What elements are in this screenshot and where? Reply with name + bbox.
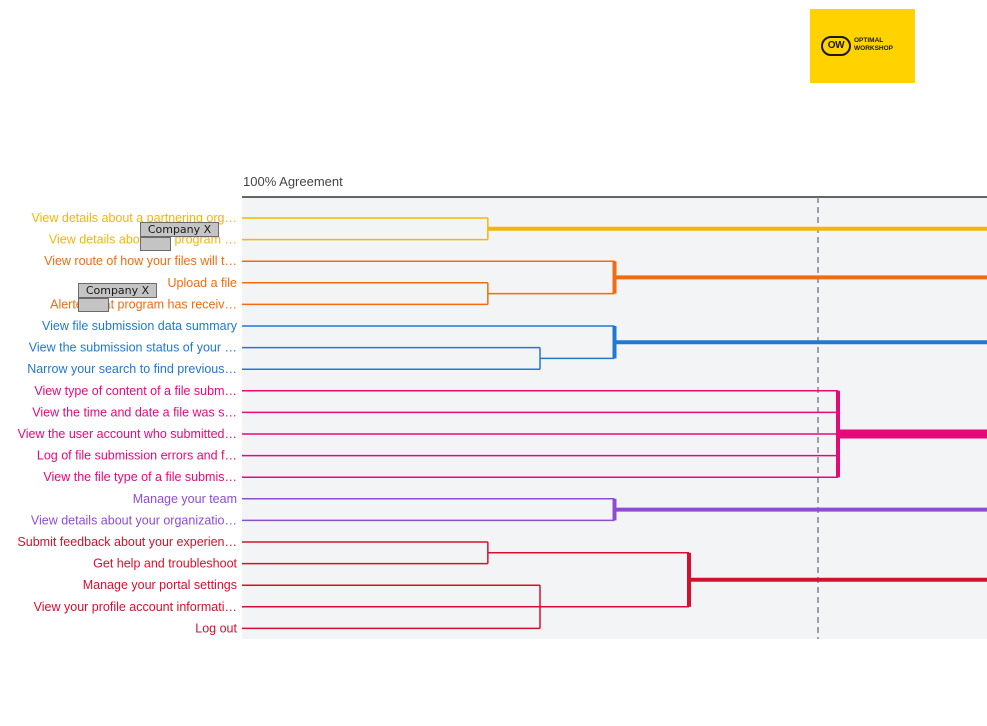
card-label: View the user account who submitted… <box>18 427 237 441</box>
card-label: View details about a partnering org… <box>32 211 237 225</box>
card-label: View the time and date a file was s… <box>32 405 237 419</box>
card-label: View the submission status of your … <box>29 341 237 355</box>
card-label: View details about your organizatio… <box>31 513 237 527</box>
optimal-workshop-logo: OW OPTIMAL WORKSHOP <box>810 9 915 83</box>
card-label: View file submission data summary <box>42 319 238 333</box>
redaction-blank-1 <box>140 237 171 251</box>
card-label: Upload a file <box>168 276 238 290</box>
redaction-company-1: Company X <box>140 222 219 237</box>
card-label: Log out <box>195 621 237 635</box>
card-label: Submit feedback about your experien… <box>17 535 237 549</box>
card-label: Get help and troubleshoot <box>93 557 237 571</box>
card-label: Log of file submission errors and f… <box>37 449 237 463</box>
card-label: Narrow your search to find previous… <box>27 362 237 376</box>
redaction-blank-2 <box>78 298 109 312</box>
card-label: Manage your portal settings <box>83 578 237 592</box>
card-label: View type of content of a file subm… <box>34 384 237 398</box>
logo-word-workshop: WORKSHOP <box>854 45 893 52</box>
logo-word-optimal: OPTIMAL <box>854 37 884 44</box>
logo-badge: OW <box>821 36 851 56</box>
card-label: View your profile account informati… <box>34 600 237 614</box>
redaction-company-2: Company X <box>78 283 157 298</box>
card-label: View the file type of a file submis… <box>43 470 237 484</box>
agreement-axis-label: 100% Agreement <box>243 174 343 189</box>
card-label: View route of how your files will t… <box>44 254 237 268</box>
card-label: Manage your team <box>133 492 237 506</box>
